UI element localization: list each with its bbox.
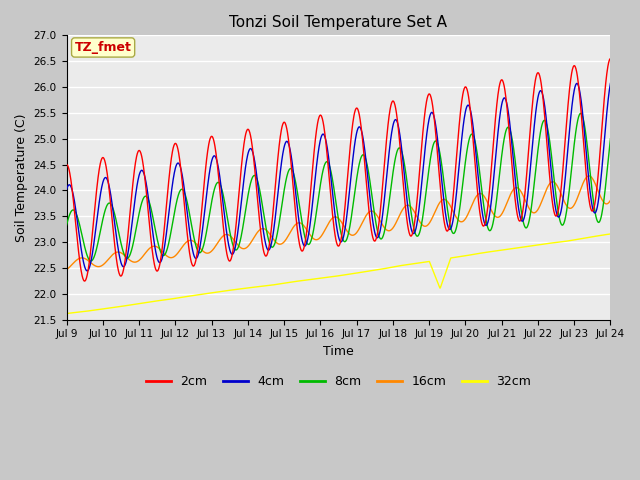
- 8cm: [372, 223, 380, 228]
- Line: 4cm: 4cm: [67, 84, 611, 271]
- 4cm: [315, 146, 323, 152]
- 32cm: [127, 302, 134, 308]
- 32cm: [372, 267, 380, 273]
- 32cm: [105, 305, 113, 311]
- 16cm: [305, 230, 312, 236]
- 16cm: [63, 267, 70, 273]
- Line: 8cm: 8cm: [67, 113, 611, 261]
- Text: TZ_fmet: TZ_fmet: [75, 41, 132, 54]
- 32cm: [63, 311, 70, 316]
- Line: 16cm: 16cm: [67, 176, 611, 270]
- 16cm: [372, 211, 380, 217]
- 8cm: [87, 258, 95, 264]
- 2cm: [294, 229, 301, 235]
- 8cm: [305, 241, 313, 247]
- Y-axis label: Soil Temperature (C): Soil Temperature (C): [15, 113, 28, 242]
- 32cm: [314, 276, 322, 281]
- 16cm: [585, 173, 593, 179]
- 16cm: [607, 197, 614, 203]
- 16cm: [105, 256, 113, 262]
- 2cm: [127, 199, 135, 204]
- 8cm: [315, 193, 323, 199]
- 16cm: [127, 258, 134, 264]
- 2cm: [315, 115, 323, 121]
- 32cm: [294, 278, 301, 284]
- 4cm: [105, 182, 113, 188]
- 16cm: [294, 220, 301, 226]
- 8cm: [577, 110, 584, 116]
- Legend: 2cm, 4cm, 8cm, 16cm, 32cm: 2cm, 4cm, 8cm, 16cm, 32cm: [141, 370, 536, 393]
- 4cm: [372, 234, 380, 240]
- 8cm: [294, 191, 301, 197]
- 2cm: [105, 185, 113, 191]
- 4cm: [607, 81, 614, 86]
- Line: 32cm: 32cm: [67, 234, 611, 313]
- 4cm: [83, 268, 91, 274]
- 32cm: [305, 277, 312, 283]
- 8cm: [127, 249, 135, 254]
- 2cm: [81, 278, 88, 284]
- 4cm: [63, 187, 70, 192]
- 8cm: [607, 136, 614, 142]
- 8cm: [63, 222, 70, 228]
- 4cm: [127, 228, 135, 234]
- 2cm: [607, 56, 614, 61]
- 4cm: [305, 229, 313, 235]
- 32cm: [607, 231, 614, 237]
- 16cm: [314, 236, 322, 242]
- 2cm: [372, 235, 380, 241]
- 2cm: [63, 162, 70, 168]
- 2cm: [305, 207, 313, 213]
- Title: Tonzi Soil Temperature Set A: Tonzi Soil Temperature Set A: [230, 15, 447, 30]
- X-axis label: Time: Time: [323, 345, 354, 358]
- Line: 2cm: 2cm: [67, 59, 611, 281]
- 8cm: [105, 200, 113, 206]
- 4cm: [294, 208, 301, 214]
